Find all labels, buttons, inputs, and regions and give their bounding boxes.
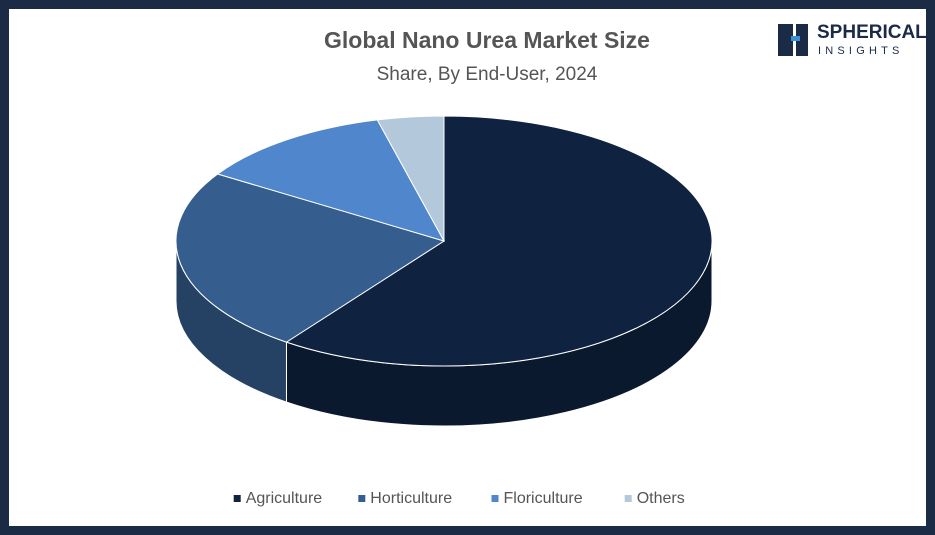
legend-label: Agriculture (246, 490, 323, 507)
logo: SPHERICAL INSIGHTS (778, 22, 927, 57)
legend-swatch (358, 495, 366, 502)
legend-swatch (624, 495, 632, 502)
legend-swatch (233, 495, 241, 502)
chart-subtitle: Share, By End-User, 2024 (377, 64, 598, 85)
pie-slice (376, 115, 445, 242)
logo-text: SPHERICAL (817, 22, 927, 43)
logo-icon (778, 24, 793, 56)
legend: Agriculture Horticulture Floriculture Other… (233, 490, 685, 507)
legend-swatch (491, 495, 499, 502)
logo-icon (796, 24, 808, 56)
chart-title: Global Nano Urea Market Size (324, 27, 650, 53)
pie-slice (285, 115, 713, 367)
legend-label: Others (637, 490, 685, 507)
logo-text: INSIGHTS (818, 45, 904, 57)
pie-slice (216, 119, 446, 242)
pie (175, 115, 713, 427)
pie-slice (175, 173, 446, 343)
legend-label: Floriculture (504, 490, 583, 507)
legend-label: Horticulture (370, 490, 452, 507)
logo-icon (791, 36, 800, 41)
